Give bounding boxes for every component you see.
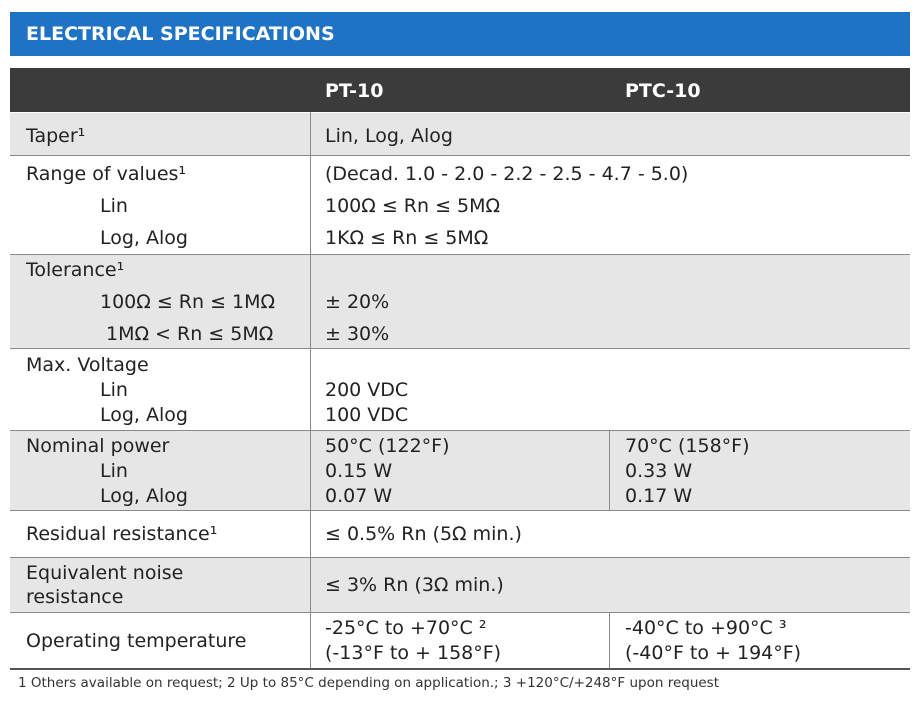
footnote: 1 Others available on request; 2 Up to 8…: [18, 675, 720, 691]
row-label: Log, Alog: [100, 404, 188, 426]
cell: (-40°F to + 194°F): [625, 642, 802, 664]
cell: ± 20%: [325, 291, 390, 313]
cell: 200 VDC: [325, 379, 409, 401]
col-line: [609, 430, 610, 510]
cell: 100Ω ≤ Rn ≤ 5MΩ: [325, 195, 501, 217]
cell: Lin, Log, Alog: [325, 125, 453, 147]
cell: 100 VDC: [325, 404, 409, 426]
cell: (Decad. 1.0 - 2.0 - 2.2 - 2.5 - 4.7 - 5.…: [325, 163, 689, 185]
row-label: Range of values¹: [26, 163, 187, 185]
row-label: 1MΩ < Rn ≤ 5MΩ: [106, 323, 274, 345]
row-line: [10, 254, 910, 255]
row-label: Taper¹: [26, 125, 86, 147]
cell: (-13°F to + 158°F): [325, 642, 502, 664]
cell: 70°C (158°F): [625, 435, 750, 457]
row-bg: [10, 113, 910, 155]
row-line: [10, 155, 910, 156]
row-line: [10, 612, 910, 613]
title: ELECTRICAL SPECIFICATIONS: [26, 23, 335, 45]
cell: ≤ 0.5% Rn (5Ω min.): [325, 523, 522, 545]
row-bg: [10, 255, 910, 348]
row-label: Lin: [100, 195, 128, 217]
row-label: Lin: [100, 379, 128, 401]
row-line: [10, 510, 910, 511]
cell: 0.33 W: [625, 460, 693, 482]
row-line: [10, 348, 910, 349]
cell: 0.17 W: [625, 485, 693, 507]
row-line: [10, 430, 910, 431]
row-label: Tolerance¹: [26, 259, 125, 281]
col-line: [609, 612, 610, 668]
row-label: Lin: [100, 460, 128, 482]
row-line: [10, 668, 910, 670]
row-label: 100Ω ≤ Rn ≤ 1MΩ: [100, 291, 276, 313]
row-bg: [10, 431, 910, 510]
row-label: Operating temperature: [26, 630, 247, 652]
header-row: [10, 68, 910, 112]
cell: 1KΩ ≤ Rn ≤ 5MΩ: [325, 227, 489, 249]
row-label: Residual resistance¹: [26, 523, 218, 545]
row-label: Equivalent noise: [26, 562, 184, 584]
col-line: [310, 112, 311, 668]
row-label: Log, Alog: [100, 227, 188, 249]
cell: 0.07 W: [325, 485, 393, 507]
row-label: Log, Alog: [100, 485, 188, 507]
cell: 50°C (122°F): [325, 435, 450, 457]
row-bg: [10, 558, 910, 612]
row-label: resistance: [26, 586, 124, 608]
cell: ≤ 3% Rn (3Ω min.): [325, 574, 504, 596]
cell: -40°C to +90°C ³: [625, 617, 787, 639]
column-header: PTC-10: [625, 80, 701, 102]
column-header: PT-10: [325, 80, 384, 102]
row-line: [10, 557, 910, 558]
title-bar: [10, 12, 910, 56]
row-label: Nominal power: [26, 435, 170, 457]
cell: ± 30%: [325, 323, 390, 345]
row-label: Max. Voltage: [26, 354, 149, 376]
cell: -25°C to +70°C ²: [325, 617, 487, 639]
cell: 0.15 W: [325, 460, 393, 482]
